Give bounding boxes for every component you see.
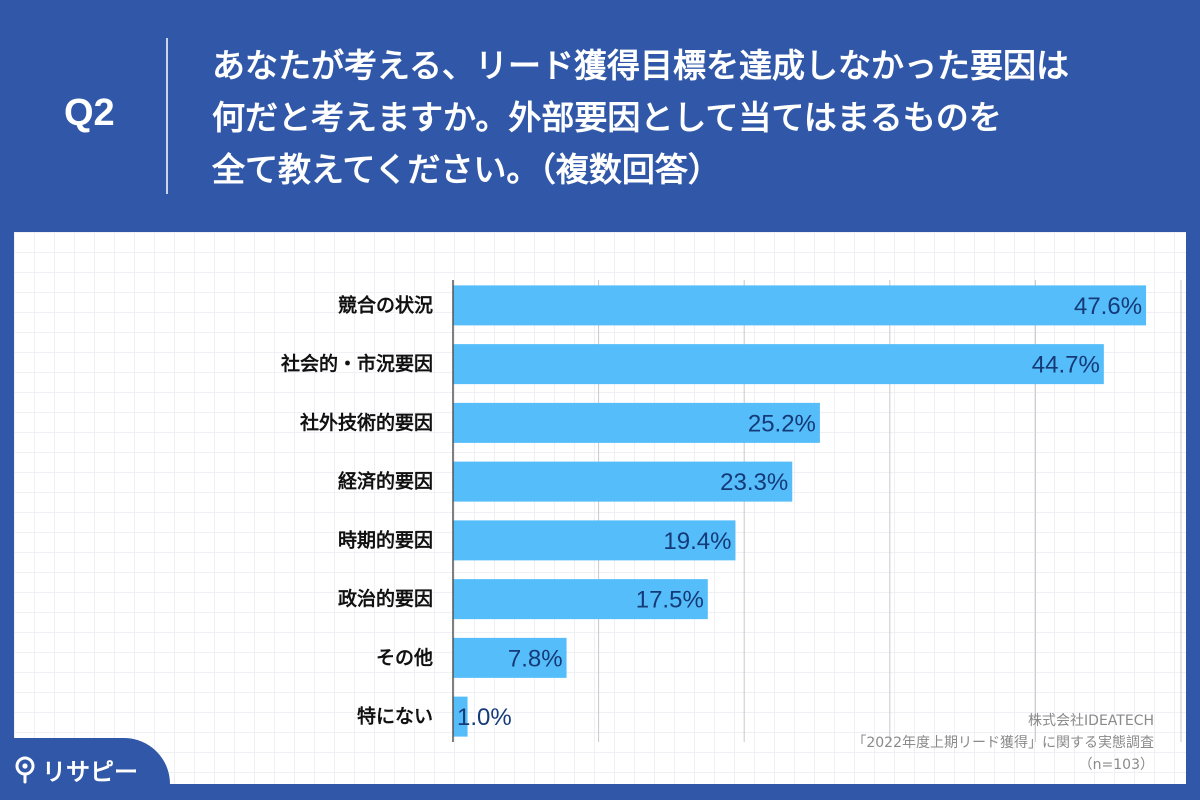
category-label: 経済的要因 [338, 470, 433, 493]
logo-tab [0, 738, 170, 800]
value-label: 7.8% [508, 645, 563, 672]
bar [453, 520, 736, 561]
bar [453, 579, 708, 620]
value-label: 47.6% [1074, 293, 1142, 320]
source-survey: 「2022年度上期リード獲得」に関する実態調査 [852, 735, 1154, 751]
bar [453, 696, 468, 737]
category-label: 社外技術的要因 [299, 411, 433, 434]
source-sample: （n=103） [1078, 757, 1154, 773]
question-line-1: あなたが考える、リード獲得目標を達成しなかった要因は [212, 46, 1070, 85]
category-label: 社会的・市況要因 [280, 352, 433, 375]
category-label: 政治的要因 [338, 587, 433, 610]
chart-panel: 競合の状況 47.6% 社会的・市況要因 44.7% 社外技術的要因 25.2% 経済的要因… [14, 232, 1186, 784]
brand-logo: リサピー [14, 752, 138, 787]
category-label: 競合の状況 [338, 293, 433, 316]
bar [453, 285, 1147, 326]
map-pin-icon [15, 756, 35, 783]
value-label: 23.3% [720, 469, 788, 496]
question-line-2: 何だと考えますか。外部要因として当てはまるものを [212, 98, 1002, 137]
header-divider [166, 38, 168, 194]
logo-text: リサピー [42, 758, 138, 786]
question-header: Q2 あなたが考える、リード獲得目標を達成しなかった要因は 何だと考えますか。外… [0, 0, 1200, 230]
category-label: 特にない [357, 706, 433, 728]
category-label: 時期的要因 [338, 528, 433, 551]
value-label: 19.4% [663, 528, 731, 555]
value-label: 1.0% [457, 704, 512, 731]
question-text: あなたが考える、リード獲得目標を達成しなかった要因は 何だと考えますか。外部要因… [212, 40, 1162, 196]
value-label: 17.5% [636, 587, 704, 614]
bar [453, 402, 820, 443]
bar [453, 461, 793, 502]
category-label: その他 [376, 646, 433, 669]
source-note: 株式会社IDEATECH 「2022年度上期リード獲得」に関する実態調査 （n=… [852, 710, 1154, 776]
bar [453, 637, 567, 678]
value-label: 44.7% [1032, 352, 1100, 379]
question-line-3: 全て教えてください。（複数回答） [212, 150, 721, 189]
value-label: 25.2% [748, 410, 816, 437]
question-number: Q2 [64, 92, 115, 134]
source-company: 株式会社IDEATECH [1028, 713, 1154, 729]
bar [453, 344, 1104, 385]
bar-chart: 競合の状況 47.6% 社会的・市況要因 44.7% 社外技術的要因 25.2% 経済的要因… [280, 280, 1182, 742]
